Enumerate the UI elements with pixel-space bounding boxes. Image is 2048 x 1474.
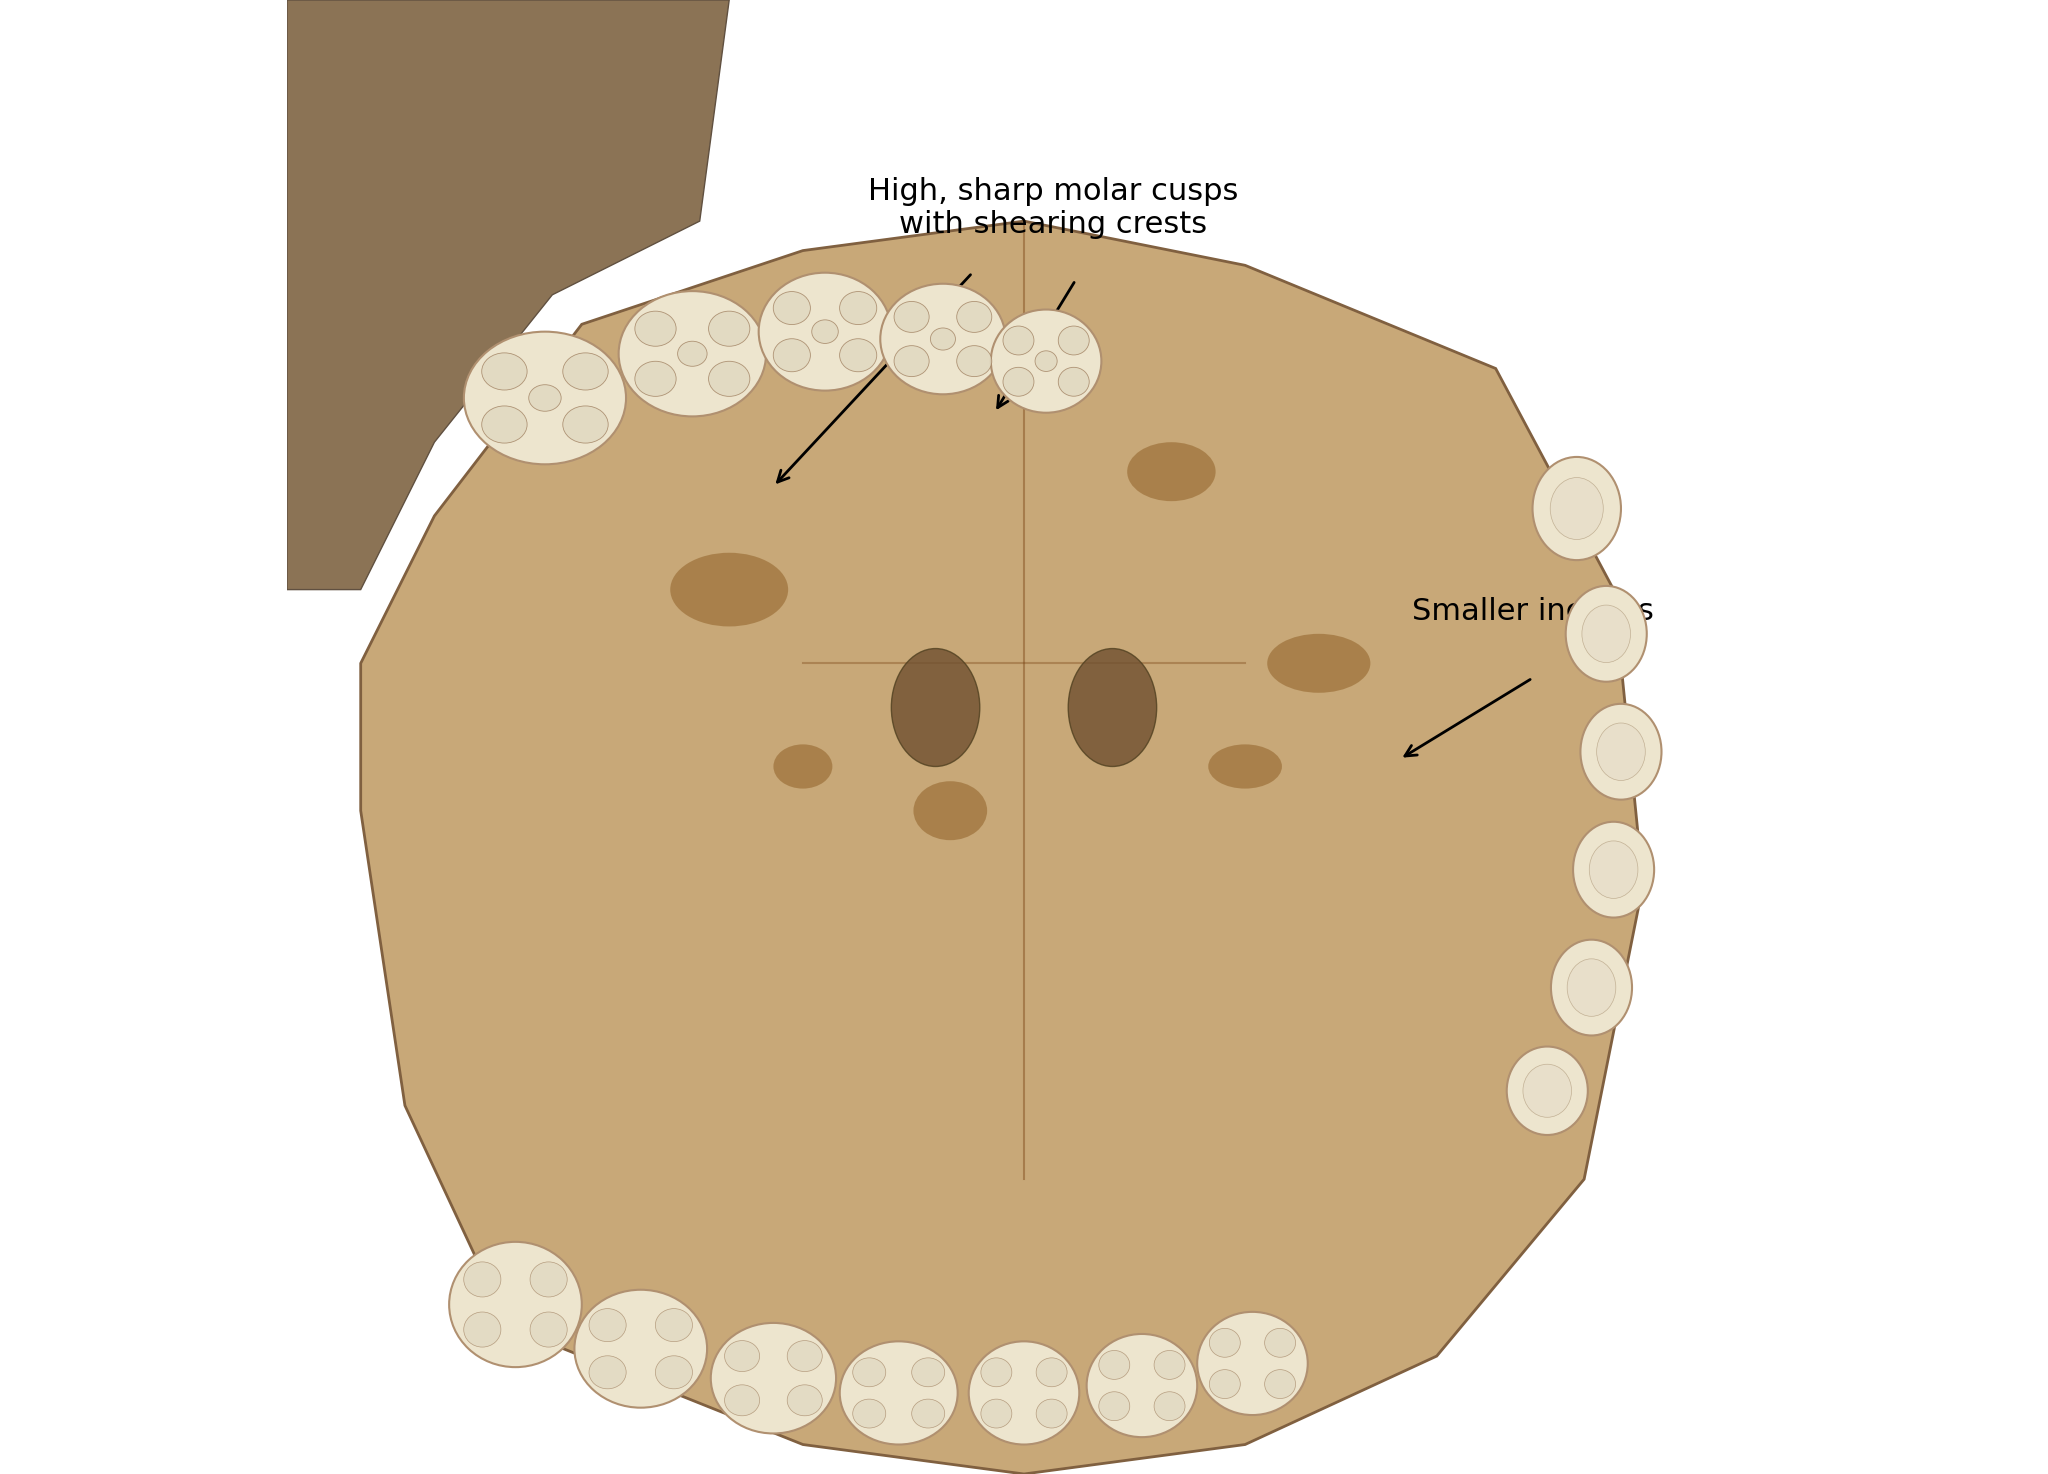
Ellipse shape: [1004, 367, 1034, 397]
Ellipse shape: [1507, 1047, 1587, 1135]
Ellipse shape: [1264, 1328, 1296, 1358]
Ellipse shape: [530, 1312, 567, 1347]
Ellipse shape: [1004, 326, 1034, 355]
Ellipse shape: [981, 1358, 1012, 1387]
Ellipse shape: [563, 352, 608, 391]
Ellipse shape: [913, 781, 987, 840]
Ellipse shape: [840, 339, 877, 371]
Ellipse shape: [786, 1341, 823, 1371]
Ellipse shape: [709, 311, 750, 346]
Ellipse shape: [1581, 705, 1661, 799]
Ellipse shape: [449, 1241, 582, 1368]
Ellipse shape: [1268, 634, 1370, 693]
Ellipse shape: [1532, 457, 1620, 560]
Ellipse shape: [670, 553, 788, 626]
Ellipse shape: [1581, 606, 1630, 663]
Ellipse shape: [528, 385, 561, 411]
Ellipse shape: [852, 1358, 885, 1387]
Ellipse shape: [1034, 351, 1057, 371]
Ellipse shape: [618, 292, 766, 417]
Ellipse shape: [1210, 1328, 1241, 1358]
Ellipse shape: [786, 1386, 823, 1415]
Ellipse shape: [655, 1356, 692, 1389]
Ellipse shape: [969, 1341, 1079, 1445]
Ellipse shape: [1550, 940, 1632, 1035]
Ellipse shape: [881, 283, 1006, 395]
Ellipse shape: [655, 1309, 692, 1341]
Ellipse shape: [573, 1290, 707, 1408]
Ellipse shape: [774, 292, 811, 324]
Ellipse shape: [1059, 326, 1090, 355]
Ellipse shape: [811, 320, 838, 343]
Ellipse shape: [1210, 1369, 1241, 1399]
Ellipse shape: [1573, 822, 1655, 917]
Ellipse shape: [895, 345, 930, 377]
Ellipse shape: [1567, 960, 1616, 1017]
Ellipse shape: [711, 1324, 836, 1433]
Ellipse shape: [1036, 1399, 1067, 1428]
Ellipse shape: [1087, 1334, 1198, 1437]
Ellipse shape: [1264, 1369, 1296, 1399]
Text: Smaller incisors: Smaller incisors: [1411, 597, 1653, 626]
Ellipse shape: [981, 1399, 1012, 1428]
Ellipse shape: [1155, 1350, 1186, 1380]
Ellipse shape: [481, 405, 526, 444]
Ellipse shape: [1565, 587, 1647, 681]
Ellipse shape: [852, 1399, 885, 1428]
Ellipse shape: [1126, 442, 1217, 501]
Ellipse shape: [725, 1386, 760, 1415]
Ellipse shape: [1597, 722, 1645, 781]
Ellipse shape: [774, 744, 831, 789]
Ellipse shape: [1059, 367, 1090, 397]
Ellipse shape: [956, 301, 991, 333]
Ellipse shape: [590, 1309, 627, 1341]
Ellipse shape: [956, 345, 991, 377]
Ellipse shape: [891, 649, 979, 766]
Ellipse shape: [563, 405, 608, 444]
Ellipse shape: [895, 301, 930, 333]
Ellipse shape: [991, 310, 1102, 413]
Ellipse shape: [463, 1262, 502, 1297]
Ellipse shape: [774, 339, 811, 371]
Ellipse shape: [465, 332, 627, 464]
Polygon shape: [287, 0, 729, 590]
Ellipse shape: [709, 361, 750, 397]
Ellipse shape: [1155, 1391, 1186, 1421]
Ellipse shape: [840, 1341, 958, 1445]
Ellipse shape: [930, 329, 956, 351]
Ellipse shape: [590, 1356, 627, 1389]
Ellipse shape: [1198, 1312, 1309, 1415]
Ellipse shape: [1550, 478, 1604, 539]
Ellipse shape: [1524, 1064, 1571, 1117]
Ellipse shape: [911, 1399, 944, 1428]
Ellipse shape: [635, 311, 676, 346]
Ellipse shape: [1069, 649, 1157, 766]
Ellipse shape: [1100, 1350, 1130, 1380]
Ellipse shape: [1589, 840, 1638, 899]
Ellipse shape: [530, 1262, 567, 1297]
Ellipse shape: [1208, 744, 1282, 789]
Ellipse shape: [1036, 1358, 1067, 1387]
Polygon shape: [360, 221, 1642, 1474]
Ellipse shape: [678, 342, 707, 367]
Ellipse shape: [481, 352, 526, 391]
Ellipse shape: [1100, 1391, 1130, 1421]
Ellipse shape: [840, 292, 877, 324]
Text: High, sharp molar cusps
with shearing crests: High, sharp molar cusps with shearing cr…: [868, 177, 1239, 239]
Ellipse shape: [635, 361, 676, 397]
Ellipse shape: [911, 1358, 944, 1387]
Ellipse shape: [725, 1341, 760, 1371]
Ellipse shape: [758, 273, 891, 391]
Ellipse shape: [463, 1312, 502, 1347]
